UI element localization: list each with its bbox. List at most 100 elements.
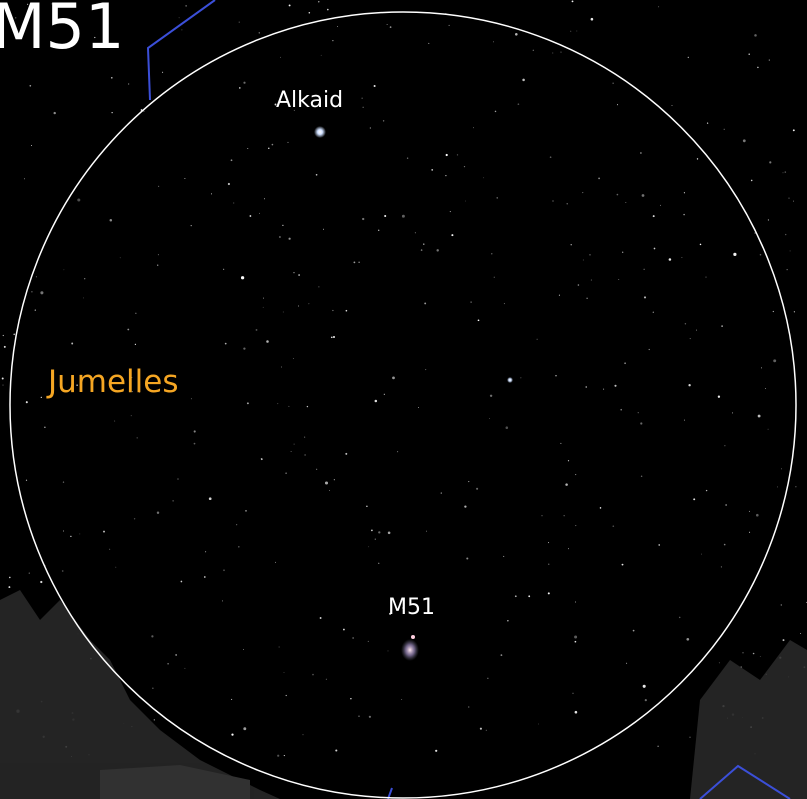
star bbox=[424, 302, 427, 305]
star bbox=[616, 193, 619, 196]
star bbox=[493, 41, 494, 43]
star bbox=[566, 203, 568, 205]
star bbox=[500, 654, 503, 656]
star bbox=[397, 451, 399, 453]
star bbox=[249, 215, 252, 217]
star bbox=[723, 128, 725, 130]
star bbox=[571, 0, 574, 3]
title: M51 bbox=[0, 0, 124, 63]
star bbox=[683, 213, 685, 216]
star bbox=[401, 214, 405, 218]
star bbox=[240, 276, 245, 280]
star bbox=[3, 345, 6, 348]
star bbox=[793, 311, 795, 313]
star bbox=[282, 224, 284, 227]
star bbox=[568, 548, 569, 550]
star bbox=[748, 53, 750, 55]
star bbox=[260, 458, 263, 461]
star bbox=[264, 198, 265, 200]
star bbox=[599, 507, 602, 509]
star bbox=[660, 204, 661, 206]
star bbox=[449, 211, 451, 213]
star bbox=[515, 33, 518, 36]
star bbox=[71, 342, 74, 345]
star bbox=[133, 518, 136, 520]
star bbox=[590, 279, 592, 281]
star bbox=[162, 71, 164, 73]
star bbox=[575, 474, 577, 476]
star bbox=[401, 698, 403, 700]
star bbox=[640, 422, 643, 425]
star bbox=[532, 49, 534, 51]
star bbox=[792, 129, 795, 132]
star bbox=[231, 698, 233, 700]
star bbox=[720, 566, 722, 568]
star bbox=[61, 570, 64, 572]
star bbox=[178, 17, 180, 19]
star bbox=[448, 24, 450, 26]
star bbox=[671, 104, 673, 107]
star bbox=[103, 530, 105, 533]
star bbox=[312, 673, 314, 676]
star bbox=[658, 544, 660, 546]
star bbox=[345, 309, 348, 312]
star bbox=[119, 257, 121, 259]
star bbox=[51, 3, 53, 5]
star bbox=[79, 533, 81, 535]
star bbox=[158, 185, 160, 187]
star bbox=[721, 325, 723, 327]
star bbox=[575, 525, 577, 527]
star bbox=[293, 272, 295, 274]
star bbox=[536, 338, 538, 340]
star bbox=[320, 54, 322, 56]
star bbox=[115, 566, 117, 568]
star bbox=[767, 219, 769, 221]
star bbox=[378, 531, 381, 534]
star bbox=[130, 415, 132, 417]
star bbox=[612, 525, 615, 528]
star bbox=[701, 553, 703, 555]
star bbox=[263, 297, 265, 299]
star bbox=[40, 291, 44, 295]
star bbox=[277, 403, 279, 405]
star bbox=[243, 81, 246, 84]
star bbox=[2, 384, 4, 386]
star bbox=[152, 687, 154, 689]
star bbox=[324, 481, 329, 485]
star bbox=[468, 706, 470, 708]
star bbox=[684, 323, 687, 325]
star bbox=[648, 348, 650, 351]
star bbox=[445, 153, 448, 157]
star bbox=[31, 291, 33, 293]
star bbox=[227, 182, 230, 186]
star bbox=[31, 145, 32, 146]
star bbox=[63, 269, 65, 271]
star bbox=[782, 639, 785, 642]
star bbox=[332, 309, 334, 312]
star bbox=[773, 359, 777, 363]
star bbox=[52, 46, 54, 48]
star bbox=[392, 376, 395, 380]
star bbox=[361, 97, 363, 99]
star bbox=[278, 646, 280, 648]
star bbox=[632, 629, 635, 632]
star bbox=[243, 649, 244, 650]
star bbox=[572, 692, 574, 694]
star bbox=[223, 268, 225, 270]
star bbox=[621, 563, 624, 566]
star bbox=[262, 306, 264, 308]
star bbox=[780, 604, 782, 606]
star bbox=[598, 177, 601, 180]
star bbox=[24, 178, 25, 180]
star bbox=[625, 201, 627, 204]
star bbox=[223, 569, 225, 572]
star bbox=[574, 710, 578, 714]
star bbox=[389, 26, 392, 28]
star bbox=[782, 172, 784, 174]
star bbox=[387, 531, 391, 535]
star bbox=[308, 12, 311, 14]
star bbox=[750, 179, 753, 182]
star bbox=[436, 249, 439, 252]
star bbox=[389, 612, 392, 615]
